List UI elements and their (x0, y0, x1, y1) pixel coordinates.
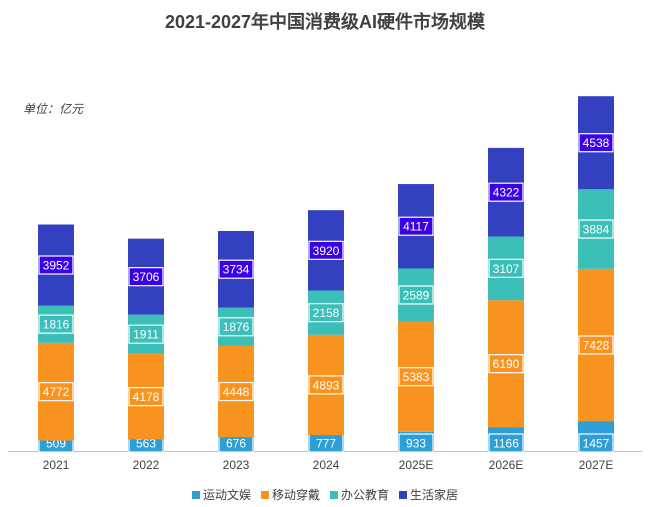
legend-label-2: 办公教育 (341, 488, 390, 502)
legend-label-1: 移动穿戴 (271, 488, 320, 502)
data-label-bg-2027E-3 (578, 133, 614, 153)
data-label-bg-2022-2 (128, 324, 164, 344)
data-label-2025E-0: 933 (406, 437, 426, 451)
data-label-bg-2027E-2 (578, 219, 614, 239)
data-label-2023-1: 4448 (223, 385, 250, 399)
data-label-2024-3: 3920 (313, 244, 340, 258)
data-label-2021-2: 1816 (43, 318, 70, 332)
x-tick-label-2027E: 2027E (579, 458, 614, 472)
data-label-2026E-1: 6190 (493, 357, 520, 371)
data-label-2027E-3: 4538 (583, 136, 610, 150)
legend-item-0: 运动文娱 (191, 486, 251, 503)
data-label-2025E-2: 2589 (403, 288, 430, 302)
data-label-bg-2021-3 (38, 255, 74, 275)
data-label-2023-2: 1876 (223, 320, 250, 334)
data-label-bg-2023-3 (218, 259, 254, 279)
data-label-2027E-1: 7428 (583, 338, 610, 352)
legend-label-3: 生活家居 (410, 488, 459, 502)
data-label-2022-3: 3706 (133, 270, 160, 284)
data-label-2026E-3: 4322 (493, 186, 520, 200)
data-label-bg-2027E-1 (578, 335, 614, 355)
chart-plot: 5094772181639522021563417819113706202267… (8, 96, 642, 472)
data-label-bg-2024-3 (308, 240, 344, 260)
data-label-bg-2024-1 (308, 375, 344, 395)
data-label-bg-2026E-3 (488, 182, 524, 202)
data-label-bg-2026E-1 (488, 354, 524, 374)
data-label-bg-2027E-0 (578, 433, 614, 453)
legend-swatch-1 (260, 490, 269, 499)
data-label-bg-2024-2 (308, 303, 344, 323)
legend: 运动文娱 移动穿戴 办公教育 生活家居 (0, 486, 650, 503)
legend-item-1: 移动穿戴 (260, 486, 320, 503)
data-label-2023-0: 676 (226, 437, 246, 451)
data-label-2022-2: 1911 (133, 328, 159, 342)
data-label-bg-2022-3 (128, 267, 164, 287)
data-label-2027E-2: 3884 (583, 223, 610, 237)
data-label-2025E-3: 4117 (403, 220, 429, 234)
data-label-2021-3: 3952 (43, 259, 70, 273)
legend-label-0: 运动文娱 (202, 488, 251, 502)
data-label-bg-2022-1 (128, 387, 164, 407)
x-tick-label-2023: 2023 (223, 458, 250, 472)
unit-label: 单位：亿元 (23, 102, 84, 116)
x-tick-label-2026E: 2026E (489, 458, 524, 472)
data-label-bg-2025E-3 (398, 216, 434, 236)
data-label-2022-1: 4178 (133, 390, 160, 404)
data-label-2023-3: 3734 (223, 263, 250, 277)
legend-item-2: 办公教育 (330, 486, 389, 503)
data-label-bg-2026E-2 (488, 258, 524, 278)
data-label-2024-2: 2158 (313, 306, 340, 320)
data-label-bg-2021-1 (38, 382, 74, 402)
x-tick-label-2024: 2024 (313, 458, 340, 472)
data-label-2027E-0: 1457 (583, 437, 610, 451)
legend-swatch-0 (191, 490, 200, 499)
data-label-2026E-2: 3107 (493, 262, 520, 276)
legend-swatch-2 (330, 490, 338, 499)
data-label-bg-2023-2 (218, 317, 254, 337)
x-tick-label-2025E: 2025E (399, 458, 434, 472)
chart-title: 2021-2027年中国消费级AI硬件市场规模 (164, 12, 486, 32)
data-label-bg-2025E-0 (398, 433, 434, 453)
data-label-2024-0: 777 (316, 437, 336, 451)
data-label-2024-1: 4893 (313, 378, 340, 392)
data-label-bg-2026E-0 (488, 433, 524, 453)
data-label-bg-2025E-1 (398, 367, 434, 387)
data-label-2021-1: 4772 (43, 385, 70, 399)
data-label-bg-2021-2 (38, 314, 74, 334)
legend-item-3: 生活家居 (399, 486, 458, 503)
legend-swatch-3 (399, 490, 408, 499)
data-label-bg-2023-1 (218, 381, 254, 402)
data-label-bg-2025E-2 (398, 285, 434, 305)
x-tick-label-2022: 2022 (133, 458, 160, 472)
data-label-2025E-1: 5383 (403, 370, 430, 384)
data-label-2026E-0: 1166 (493, 437, 519, 451)
data-label-2022-0: 563 (136, 437, 156, 451)
x-tick-label-2021: 2021 (43, 458, 70, 472)
